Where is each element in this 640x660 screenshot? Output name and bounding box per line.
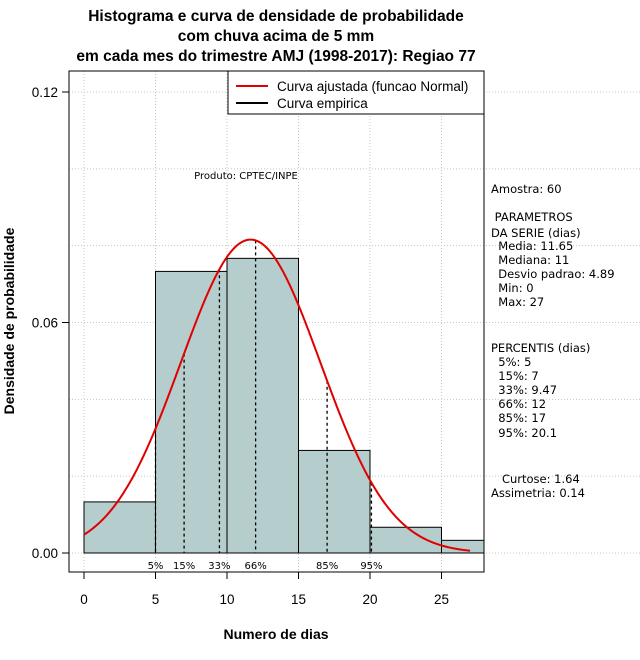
y-tick-label-2: 0.12 [32,85,58,100]
histogram-bar-3 [298,449,371,554]
percentile-label-1: 15% [173,561,195,572]
x-tick-label-0: 0 [80,592,88,607]
stats-line-10: 15%: 7 [491,369,539,383]
x-tick-label-1: 5 [152,592,160,607]
x-tick-label-3: 15 [291,592,306,607]
histogram-bar-2 [226,257,299,554]
statistics-panel: Amostra: 60 PARAMETROS DA SERIE (dias) Me… [491,182,615,500]
stats-line-16: Assimetria: 0.14 [491,486,585,500]
stats-line-14: 95%: 20.1 [491,426,557,440]
x-axis: 0 5 10 15 20 25 [80,572,449,607]
histogram-bar-1 [155,270,228,554]
normal-curve-line [83,238,471,552]
histogram-bar-4 [369,526,442,554]
stats-line-5: Desvio padrao: 4.89 [491,267,615,281]
chart-title-line-1: Histograma e curva de densidade de proba… [88,8,464,25]
y-tick-label-0: 0.00 [32,546,58,561]
stats-line-4: Mediana: 11 [491,253,569,267]
percentile-label-5: 95% [360,561,382,572]
percentile-labels: 5% 15% 33% 66% 85% 95% [148,561,383,572]
stats-line-2: DA SERIE (dias) [491,226,581,240]
stats-line-9: 5%: 5 [491,355,531,369]
stats-line-11: 33%: 9.47 [491,383,557,397]
percentile-label-4: 85% [316,561,338,572]
y-tick-label-1: 0.06 [32,316,58,331]
stats-line-15: Curtose: 1.64 [491,472,580,486]
chart-title-line-3: em cada mes do trimestre AMJ (1998-2017)… [76,48,475,65]
chart-title-line-2: com chuva acima de 5 mm [178,28,374,45]
histogram-bar-0 [83,501,156,554]
legend-label-fitted: Curva ajustada (funcao Normal) [277,79,468,94]
legend: Curva ajustada (funcao Normal) Curva emp… [227,70,485,115]
percentile-label-3: 66% [244,561,266,572]
stats-line-13: 85%: 17 [491,411,546,425]
stats-line-3: Media: 11.65 [491,239,573,253]
x-tick-label-2: 10 [219,592,234,607]
percentile-label-0: 5% [148,561,164,572]
x-tick-label-5: 25 [434,592,449,607]
legend-label-empirical: Curva empirica [277,96,368,111]
product-note: Produto: CPTEC/INPE [194,171,298,182]
y-axis: 0.00 0.06 0.12 [32,85,69,561]
percentile-label-2: 33% [208,561,230,572]
histogram-bars [83,257,485,554]
percentile-lines [154,240,373,553]
legend-box [227,70,485,115]
x-axis-label: Numero de dias [223,626,328,642]
stats-line-1: PARAMETROS [491,210,573,224]
stats-line-6: Min: 0 [491,281,534,295]
chart-title: Histograma e curva de densidade de proba… [76,8,475,65]
stats-line-0: Amostra: 60 [491,182,562,196]
stats-line-12: 66%: 12 [491,397,546,411]
stats-line-8: PERCENTIS (dias) [491,341,590,355]
y-axis-label: Densidade de probabilidade [1,227,17,414]
x-tick-label-4: 20 [362,592,377,607]
stats-line-7: Max: 27 [491,295,544,309]
